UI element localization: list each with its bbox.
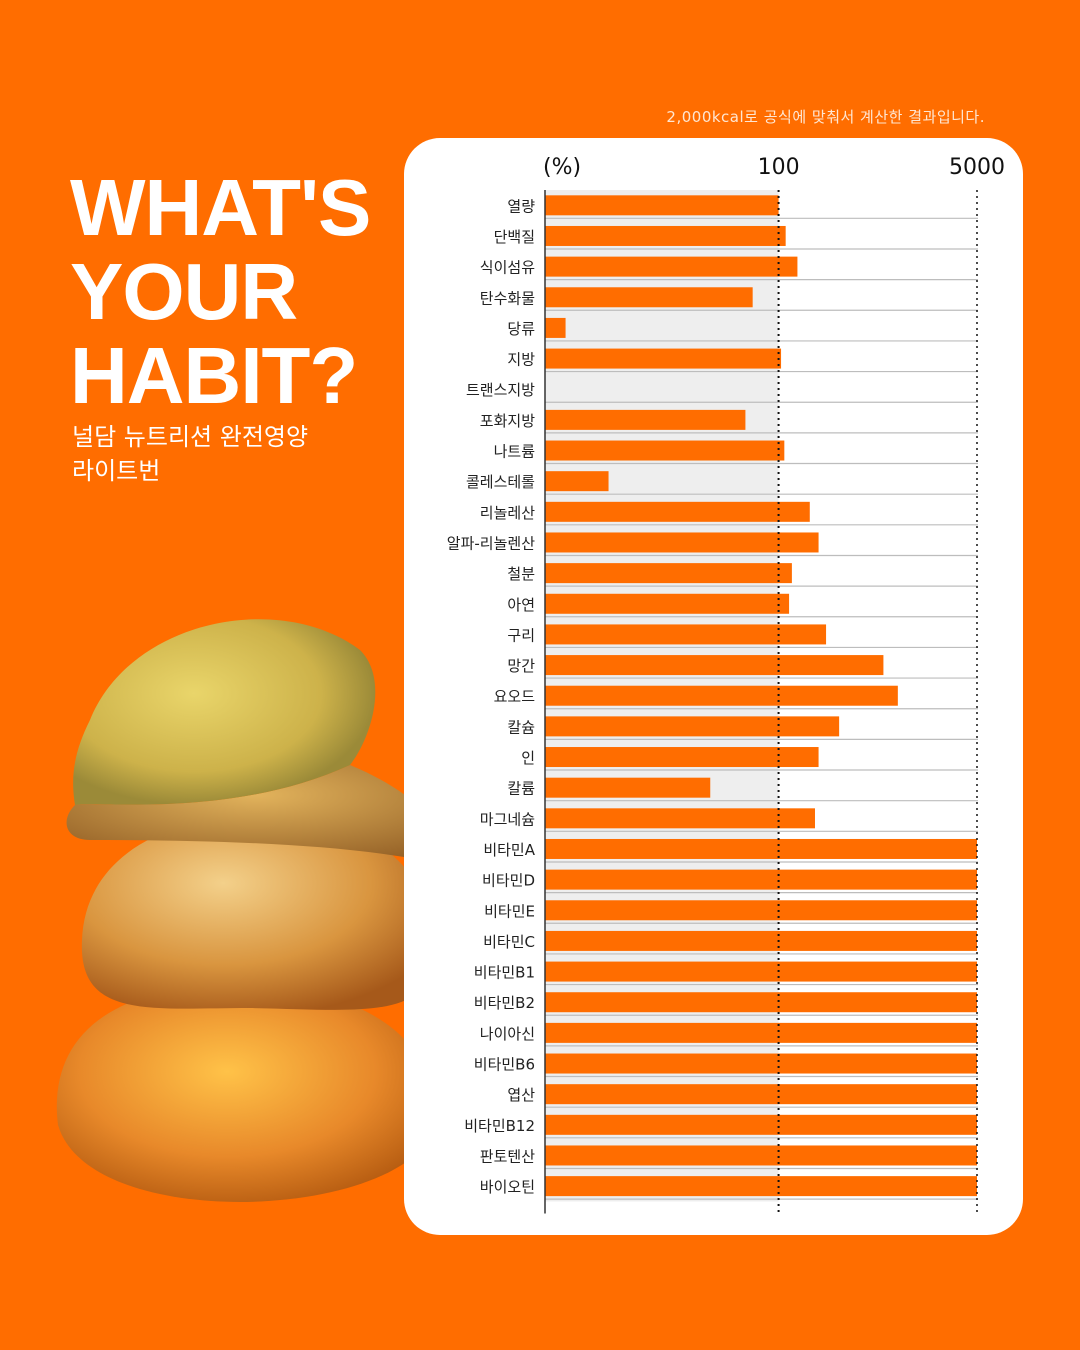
category-label: 알파-리놀렌산 xyxy=(447,534,535,552)
bar xyxy=(545,501,810,522)
headline-line-3: HABIT? xyxy=(70,331,358,420)
bar xyxy=(545,716,840,737)
category-label: 열량 xyxy=(507,197,535,215)
bar xyxy=(545,900,977,921)
bar xyxy=(545,1084,977,1105)
bar xyxy=(545,655,884,676)
bar xyxy=(545,930,977,951)
category-label: 비타민E xyxy=(484,902,535,920)
bar xyxy=(545,961,977,982)
bread-bottom xyxy=(56,984,436,1202)
bar xyxy=(545,1114,977,1135)
category-label: 비타민C xyxy=(483,933,535,951)
bar xyxy=(545,440,785,461)
category-label: 요오드 xyxy=(494,688,536,706)
category-label: 트랜스지방 xyxy=(466,381,535,399)
bar xyxy=(545,808,815,829)
bread-stack-image xyxy=(56,619,446,1202)
bar xyxy=(545,256,798,277)
nutrient-bar-chart: (%) 100 5000 열량단백질식이섬유탄수화물당류지방트랜스지방포화지방나트륨콜… xyxy=(447,155,1005,1214)
category-label: 탄수화물 xyxy=(480,289,535,307)
bar xyxy=(545,869,977,890)
x-tick-label: 100 xyxy=(758,155,800,180)
category-label: 비타민B2 xyxy=(474,994,535,1012)
bar xyxy=(545,747,819,768)
subtitle-line-1: 널담 뉴트리션 완전영양 xyxy=(72,423,309,451)
category-label: 판토텐산 xyxy=(480,1147,535,1165)
category-label: 비타민B12 xyxy=(464,1117,535,1135)
category-label: 식이섬유 xyxy=(480,259,535,277)
product-subtitle: 널담 뉴트리션 완전영양 라이트번 xyxy=(72,420,308,488)
bar xyxy=(545,287,753,308)
category-label: 나이아신 xyxy=(480,1025,535,1043)
category-label: 망간 xyxy=(507,657,535,675)
headline-line-1: WHAT'S xyxy=(70,163,371,252)
unit-label: (%) xyxy=(543,155,581,180)
bar xyxy=(545,992,977,1013)
headline-line-2: YOUR xyxy=(70,247,298,336)
category-label: 비타민B6 xyxy=(474,1056,535,1074)
bar xyxy=(545,225,786,246)
category-label: 당류 xyxy=(507,320,535,338)
category-label: 콜레스테롤 xyxy=(466,473,535,491)
category-label: 칼륨 xyxy=(507,780,535,798)
bar xyxy=(545,1022,977,1043)
category-label: 바이오틴 xyxy=(480,1178,535,1196)
headline: WHAT'S YOUR HABIT? xyxy=(70,163,371,420)
category-label: 철분 xyxy=(507,565,535,583)
category-label: 포화지방 xyxy=(480,412,535,430)
bar xyxy=(545,1053,977,1074)
bar xyxy=(545,1145,977,1166)
category-label: 리놀레산 xyxy=(480,504,535,522)
category-label: 나트륨 xyxy=(494,443,536,461)
category-label: 엽산 xyxy=(507,1086,535,1104)
x-tick-label: 5000 xyxy=(949,155,1005,180)
subtitle-line-2: 라이트번 xyxy=(72,457,161,485)
bar xyxy=(545,317,566,338)
bar xyxy=(545,624,827,645)
category-label: 지방 xyxy=(507,351,535,369)
category-label: 단백질 xyxy=(494,228,535,246)
bar xyxy=(545,593,790,614)
category-label: 구리 xyxy=(507,626,535,644)
bar xyxy=(545,532,819,553)
category-label: 칼슘 xyxy=(507,718,535,736)
bar xyxy=(545,1176,977,1197)
bar xyxy=(545,777,711,798)
bar xyxy=(545,409,746,430)
calculation-note: 2,000kcal로 공식에 맞춰서 계산한 결과입니다. xyxy=(666,108,985,126)
bar xyxy=(545,195,779,216)
category-label: 마그네슘 xyxy=(480,810,535,828)
bar xyxy=(545,471,609,492)
category-label: 인 xyxy=(521,749,535,767)
bread-middle xyxy=(81,815,436,1010)
bread-top xyxy=(66,619,446,865)
category-label: 비타민D xyxy=(482,872,535,890)
bar xyxy=(545,348,782,369)
bar xyxy=(545,685,898,706)
category-label: 비타민A xyxy=(483,841,535,859)
bar xyxy=(545,563,792,584)
category-label: 비타민B1 xyxy=(474,964,535,982)
bar xyxy=(545,838,977,859)
category-label: 아연 xyxy=(507,596,535,614)
